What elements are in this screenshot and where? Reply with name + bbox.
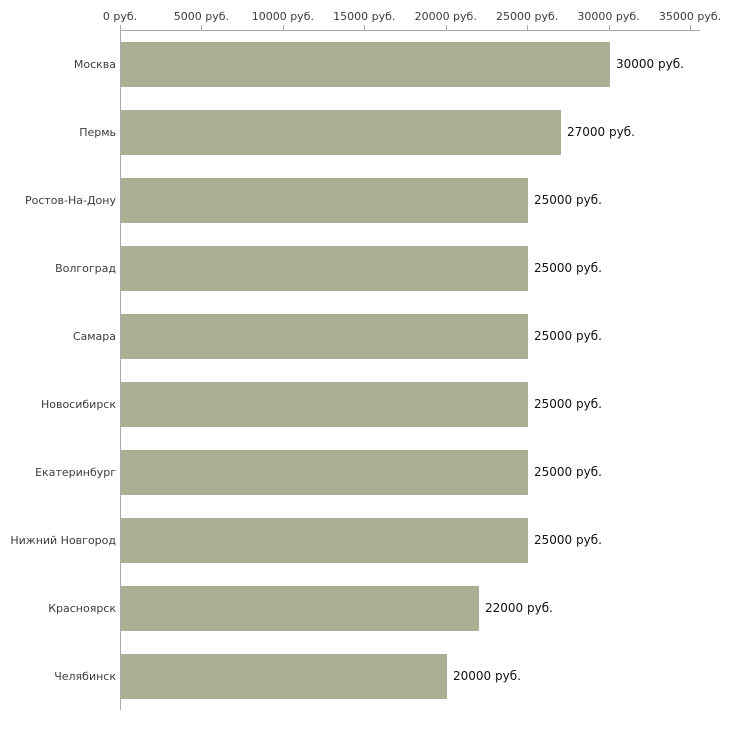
x-axis-tick-mark: [282, 25, 284, 30]
bar-value-label: 25000 руб.: [534, 397, 602, 411]
category-label: Екатеринбург: [35, 465, 116, 479]
bar: [121, 585, 479, 631]
bar: [121, 245, 528, 291]
category-label: Ростов-На-Дону: [24, 193, 116, 207]
bar: [121, 109, 561, 155]
bar: [121, 449, 528, 495]
bar-value-label: 22000 руб.: [485, 601, 553, 615]
category-label: Пермь: [79, 125, 116, 139]
x-axis-line: [120, 30, 700, 31]
bar-value-label: 30000 руб.: [616, 57, 684, 71]
category-label: Москва: [73, 57, 116, 71]
x-axis-tick-label: 5000 руб.: [173, 10, 230, 23]
bar: [121, 313, 528, 359]
x-axis-tick-mark: [445, 25, 447, 30]
category-label: Новосибирск: [40, 397, 116, 411]
category-label: Волгоград: [55, 261, 116, 275]
x-axis-tick-label: 20000 руб.: [414, 10, 477, 23]
y-axis-line: [120, 30, 121, 710]
bar: [121, 41, 610, 87]
x-axis-tick-mark: [608, 25, 610, 30]
bar-value-label: 25000 руб.: [534, 329, 602, 343]
bar: [121, 177, 528, 223]
bar: [121, 653, 447, 699]
x-axis-tick-mark: [120, 25, 121, 30]
x-axis-tick-label: 30000 руб.: [577, 10, 640, 23]
x-axis-tick-label: 0 руб.: [102, 10, 138, 23]
category-label: Нижний Новгород: [10, 533, 116, 547]
bar: [121, 381, 528, 427]
x-axis-tick-mark: [527, 25, 529, 30]
x-axis-tick-label: 15000 руб.: [333, 10, 396, 23]
bar-value-label: 25000 руб.: [534, 261, 602, 275]
x-axis-tick-mark: [364, 25, 366, 30]
x-axis-tick-mark: [201, 25, 203, 30]
x-axis-tick-label: 25000 руб.: [496, 10, 559, 23]
bar-value-label: 25000 руб.: [534, 533, 602, 547]
x-axis-tick-mark: [690, 25, 691, 30]
category-label: Красноярск: [48, 601, 116, 615]
bar-value-label: 27000 руб.: [567, 125, 635, 139]
bar-value-label: 20000 руб.: [453, 669, 521, 683]
category-label: Самара: [72, 329, 116, 343]
bar-value-label: 25000 руб.: [534, 465, 602, 479]
x-axis-tick-label: 35000 руб.: [658, 10, 722, 23]
bar: [121, 517, 528, 563]
category-label: Челябинск: [54, 669, 116, 683]
x-axis-tick-label: 10000 руб.: [251, 10, 314, 23]
bar-value-label: 25000 руб.: [534, 193, 602, 207]
